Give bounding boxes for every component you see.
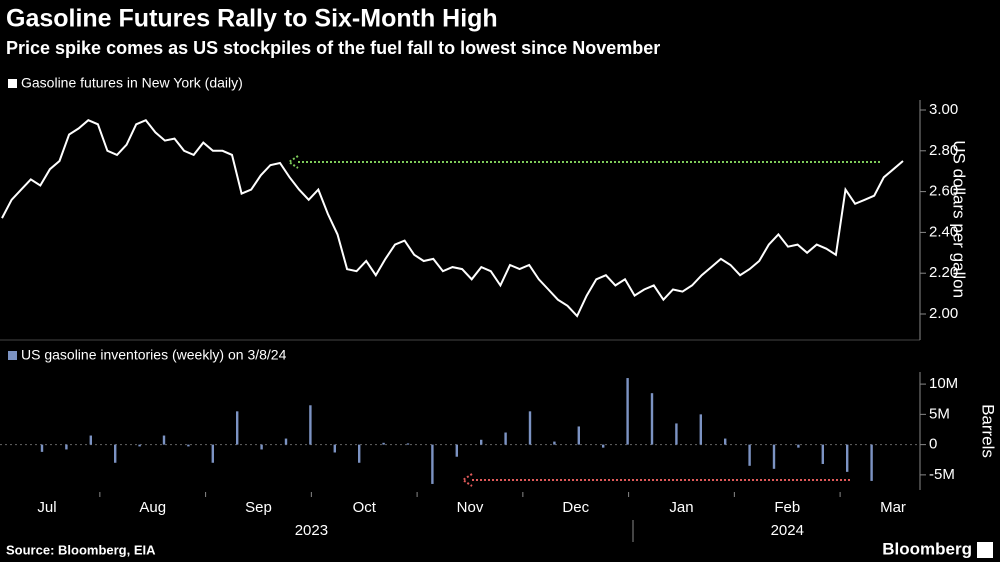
bar	[455, 444, 458, 457]
bar	[89, 435, 92, 445]
bar	[236, 411, 239, 445]
bar	[284, 438, 288, 445]
x-tick-label: Nov	[457, 499, 484, 516]
bar	[431, 444, 434, 484]
y-tick-label: -5M	[929, 466, 955, 483]
brand: Bloomberg	[882, 539, 972, 558]
x-tick-label: Jan	[669, 499, 693, 516]
x-tick-label: Sep	[245, 499, 272, 516]
bar	[797, 444, 800, 448]
x-tick-label: Jul	[37, 499, 56, 516]
bar	[528, 411, 532, 445]
bar	[138, 444, 141, 447]
bar	[382, 442, 385, 445]
legend-swatch	[8, 351, 17, 360]
y-axis-label: Barrels	[979, 404, 998, 458]
bar	[480, 439, 483, 445]
y-tick-label: 5M	[929, 405, 950, 422]
bar	[65, 444, 68, 450]
year-label: 2024	[771, 522, 804, 539]
x-tick-label: Dec	[562, 499, 589, 516]
bar	[358, 444, 361, 463]
x-tick-label: Feb	[774, 499, 800, 516]
y-tick-label: 2.80	[929, 142, 958, 159]
bar	[870, 444, 873, 481]
bar	[602, 444, 605, 448]
bar	[260, 444, 263, 450]
bar	[40, 444, 44, 452]
bar	[675, 423, 678, 445]
y-tick-label: 3.00	[929, 101, 958, 118]
x-tick-label: Aug	[139, 499, 166, 516]
bar	[724, 438, 727, 445]
bar	[553, 441, 556, 445]
bar	[114, 444, 117, 463]
bar	[821, 444, 824, 464]
bar	[748, 444, 751, 466]
annotation-arrowhead	[461, 473, 473, 487]
bar	[699, 414, 702, 445]
chart-subtitle: Price spike comes as US stockpiles of th…	[6, 38, 660, 58]
year-label: 2023	[295, 522, 328, 539]
brand-icon	[977, 542, 993, 558]
bar	[772, 444, 776, 469]
bar	[626, 378, 629, 445]
bar	[846, 444, 849, 472]
legend-label: US gasoline inventories (weekly) on 3/8/…	[21, 347, 287, 363]
legend-label: Gasoline futures in New York (daily)	[21, 75, 243, 91]
bar	[333, 444, 336, 453]
x-tick-label: Oct	[353, 499, 377, 516]
y-axis-label: US dollars per gallon	[950, 140, 969, 298]
y-tick-label: 10M	[929, 375, 958, 392]
legend-swatch	[8, 79, 17, 88]
bar	[406, 443, 410, 445]
bar	[162, 435, 166, 445]
bar	[650, 393, 654, 445]
bar	[211, 444, 214, 463]
annotation-arrowhead	[287, 155, 299, 169]
y-tick-label: 2.00	[929, 305, 958, 322]
y-tick-label: 2.60	[929, 183, 958, 200]
source: Source: Bloomberg, EIA	[6, 542, 156, 557]
price-line	[1, 118, 904, 318]
chart-title: Gasoline Futures Rally to Six-Month High	[6, 5, 498, 33]
bar	[504, 432, 507, 445]
bar	[187, 444, 190, 447]
bar	[577, 426, 580, 445]
y-tick-label: 0	[929, 436, 937, 453]
y-tick-label: 2.40	[929, 223, 958, 240]
x-tick-label: Mar	[880, 499, 906, 516]
y-tick-label: 2.20	[929, 264, 958, 281]
bar	[309, 405, 312, 445]
